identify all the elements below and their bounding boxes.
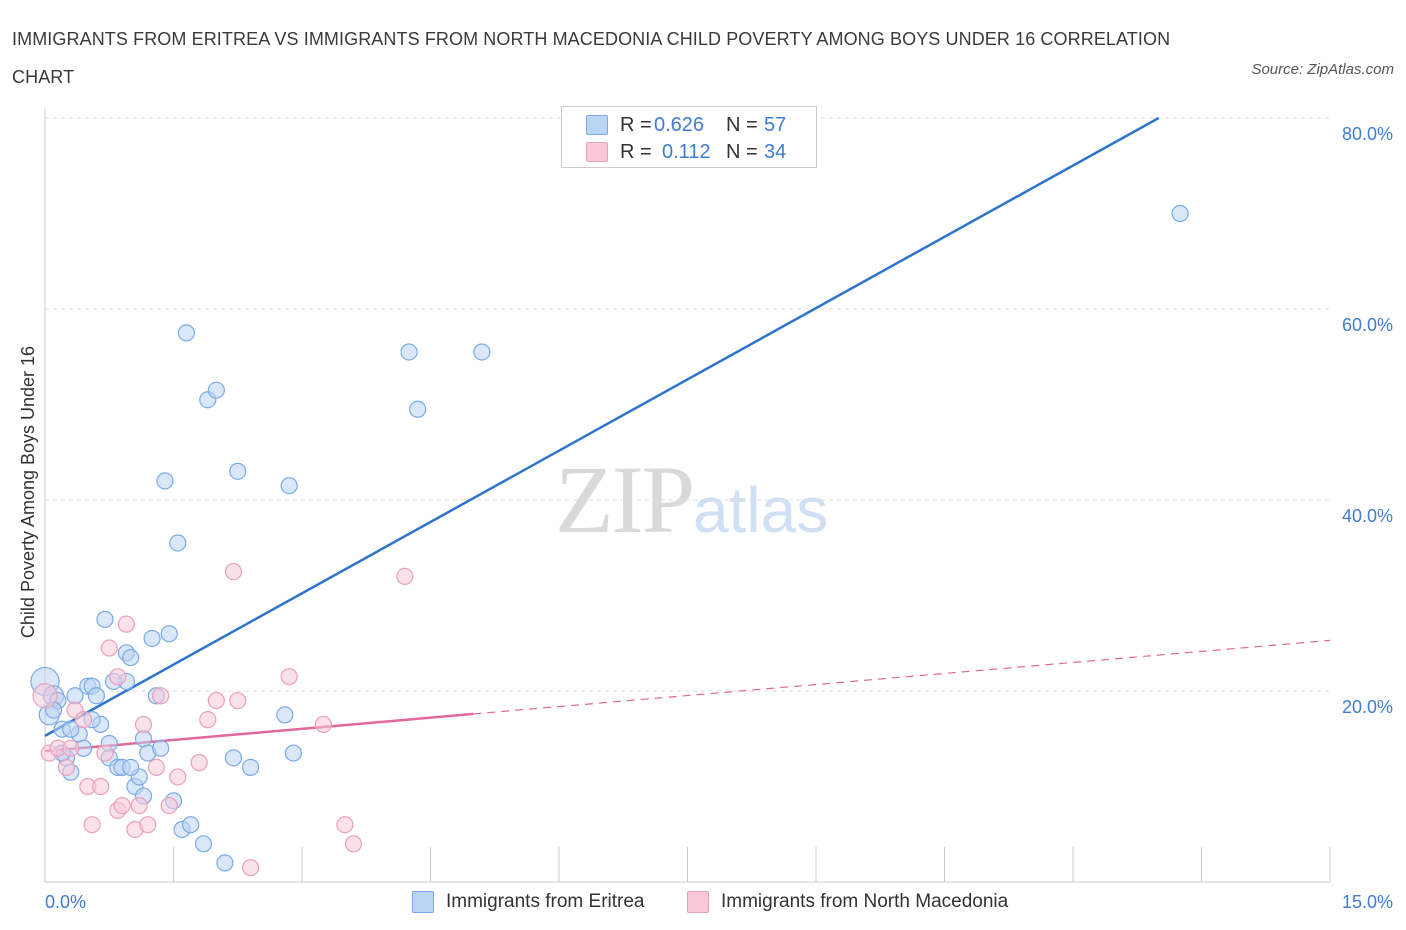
legend-row-north-macedonia: R = 0.112 N = 34: [586, 140, 786, 164]
north-macedonia-point: [134, 715, 153, 734]
north-macedonia-point: [92, 777, 110, 796]
y-axis-label: Child Poverty Among Boys Under 16: [18, 346, 38, 638]
north-macedonia-point: [147, 758, 165, 777]
north-macedonia-point: [314, 715, 333, 734]
eritrea-point: [194, 835, 213, 853]
north-macedonia-point: [57, 758, 76, 777]
eritrea-point: [400, 343, 418, 361]
eritrea-trend-line: [44, 116, 1160, 737]
series-legend-north-macedonia: Immigrants from North Macedonia: [687, 889, 1008, 915]
eritrea-point: [156, 472, 174, 490]
legend-r-value: 0.112: [662, 140, 711, 163]
eritrea-point: [169, 534, 187, 552]
eritrea-point: [177, 324, 195, 342]
north-macedonia-point: [190, 754, 208, 772]
eritrea-point: [473, 343, 491, 361]
eritrea-point: [160, 625, 178, 643]
y-tick-label: 20.0%: [1342, 697, 1393, 717]
series-label-eritrea: Immigrants from Eritrea: [446, 891, 645, 912]
trend-lines: [44, 116, 1331, 753]
north-macedonia-trend-extension: [473, 639, 1331, 715]
gridlines: [45, 117, 1330, 692]
eritrea-point: [276, 706, 294, 724]
watermark-atlas: atlas: [693, 474, 829, 546]
legend-n-label: N =: [726, 140, 758, 163]
north-macedonia-point: [96, 744, 114, 762]
y-tick-label: 40.0%: [1342, 506, 1393, 526]
north-macedonia-point: [32, 683, 58, 709]
north-macedonia-point: [336, 816, 354, 834]
north-macedonia-point: [130, 796, 148, 815]
north-macedonia-point: [109, 668, 127, 686]
north-macedonia-point: [229, 691, 247, 710]
eritrea-point: [143, 629, 161, 648]
north-macedonia-point: [74, 711, 93, 729]
legend-n-label: N =: [726, 113, 758, 136]
eritrea-point: [409, 400, 427, 418]
eritrea-point: [1171, 204, 1189, 223]
legend-n-value: 34: [764, 140, 787, 163]
north-macedonia-point: [100, 639, 118, 657]
north-macedonia-point: [344, 835, 362, 853]
north-macedonia-point: [199, 711, 217, 729]
north-macedonia-point: [224, 563, 243, 581]
x-tick-label: 0.0%: [45, 892, 86, 912]
eritrea-point: [122, 648, 140, 667]
north-macedonia-point: [280, 668, 298, 686]
eritrea-point: [229, 462, 247, 480]
eritrea-point: [284, 744, 303, 762]
north-macedonia-point: [242, 859, 260, 877]
legend-r-value: 0.626: [654, 113, 705, 136]
series-label-north-macedonia: Immigrants from North Macedonia: [721, 891, 1009, 912]
tick-labels: 20.0% 40.0% 60.0% 80.0% 0.0% 15.0%: [45, 124, 1393, 912]
chart-title: IMMIGRANTS FROM ERITREA VS IMMIGRANTS FR…: [12, 29, 1171, 87]
north-macedonia-point: [160, 796, 178, 815]
eritrea-point: [242, 758, 260, 777]
legend-r-label: R =: [620, 113, 652, 136]
legend-swatch-north-macedonia: [586, 142, 608, 162]
legend-n-value: 57: [764, 113, 787, 136]
series-swatch-north-macedonia: [687, 891, 709, 913]
legend-swatch-eritrea: [586, 115, 608, 135]
north-macedonia-point: [396, 567, 414, 586]
north-macedonia-point: [207, 691, 225, 710]
series-legend-eritrea: Immigrants from Eritrea: [412, 889, 644, 915]
north-macedonia-point: [139, 816, 157, 834]
eritrea-point: [224, 749, 243, 767]
eritrea-point: [122, 758, 140, 777]
axes: [44, 108, 1331, 883]
eritrea-point: [62, 720, 80, 738]
legend-r-label: R =: [620, 140, 652, 163]
eritrea-point: [216, 854, 234, 872]
north-macedonia-point: [152, 687, 170, 705]
correlation-legend: R = 0.626 N = 57 R = 0.112 N = 34: [561, 106, 817, 168]
y-tick-label: 60.0%: [1342, 315, 1393, 335]
series-swatch-eritrea: [412, 891, 434, 913]
y-tick-label: 80.0%: [1342, 124, 1393, 144]
north-macedonia-point: [113, 796, 131, 815]
eritrea-point: [134, 730, 153, 748]
source-label: Source: ZipAtlas.com: [1251, 61, 1394, 78]
eritrea-point: [87, 687, 106, 705]
eritrea-point: [96, 610, 114, 628]
eritrea-point: [182, 816, 200, 834]
eritrea-point: [207, 381, 225, 399]
data-points: [30, 204, 1189, 877]
eritrea-point: [280, 477, 298, 495]
legend-row-eritrea: R = 0.626 N = 57: [586, 113, 786, 137]
north-macedonia-point: [62, 739, 80, 757]
eritrea-point: [152, 739, 170, 757]
x-tick-label: 15.0%: [1342, 892, 1393, 912]
north-macedonia-point: [117, 615, 135, 633]
north-macedonia-point: [83, 816, 101, 834]
north-macedonia-point: [169, 768, 187, 786]
